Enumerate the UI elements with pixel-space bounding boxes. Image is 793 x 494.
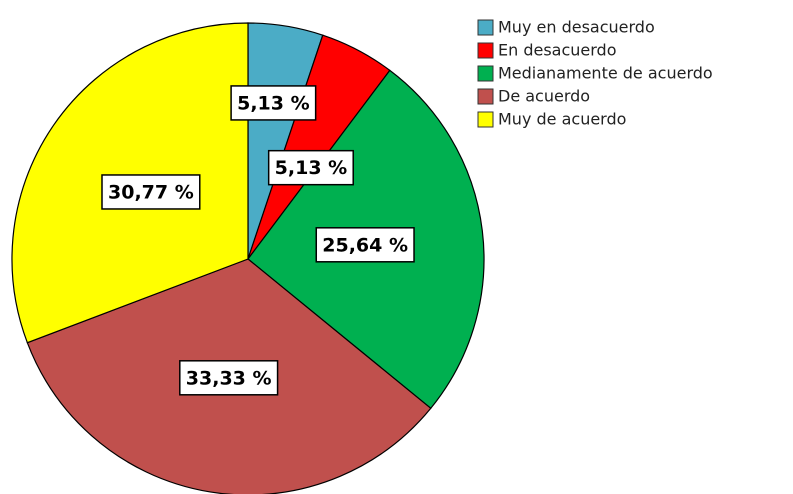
data-label-box — [230, 85, 317, 121]
legend-swatch — [477, 65, 494, 82]
legend-label: En desacuerdo — [498, 41, 617, 60]
legend-label: Medianamente de acuerdo — [498, 64, 713, 83]
legend-label: Muy en desacuerdo — [498, 18, 655, 37]
data-label-box — [315, 227, 415, 263]
data-label: 5,13 % — [237, 92, 310, 114]
data-label: 33,33 % — [186, 367, 272, 389]
legend-swatch — [477, 19, 494, 36]
data-label-box — [267, 149, 354, 186]
legend-swatch — [477, 42, 494, 59]
data-label-box — [101, 174, 201, 210]
data-label: 5,13 % — [275, 157, 348, 179]
legend-swatch — [477, 111, 494, 128]
legend-swatch — [477, 88, 494, 105]
data-label: 25,64 % — [322, 234, 408, 256]
legend-label: Muy de acuerdo — [498, 110, 626, 129]
data-label: 30,77 % — [108, 181, 194, 203]
data-label-box — [179, 360, 279, 396]
legend-label: De acuerdo — [498, 87, 590, 106]
